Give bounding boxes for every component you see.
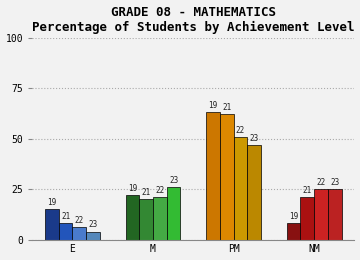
Bar bbox=[59, 223, 72, 239]
Bar bbox=[301, 197, 314, 239]
Text: 19: 19 bbox=[289, 212, 298, 222]
Bar bbox=[328, 189, 342, 239]
Text: 21: 21 bbox=[222, 103, 231, 112]
Text: 19: 19 bbox=[128, 184, 137, 193]
Bar bbox=[234, 136, 247, 239]
Text: 22: 22 bbox=[75, 216, 84, 225]
Text: 23: 23 bbox=[89, 220, 98, 230]
Bar bbox=[139, 199, 153, 239]
Bar bbox=[86, 231, 100, 239]
Text: 21: 21 bbox=[61, 212, 70, 222]
Bar bbox=[287, 223, 301, 239]
Text: 19: 19 bbox=[208, 101, 218, 110]
Text: 21: 21 bbox=[141, 188, 151, 197]
Text: 22: 22 bbox=[236, 126, 245, 134]
Text: 23: 23 bbox=[249, 134, 259, 143]
Title: GRADE 08 - MATHEMATICS
Percentage of Students by Achievement Level: GRADE 08 - MATHEMATICS Percentage of Stu… bbox=[32, 5, 355, 34]
Bar bbox=[126, 195, 139, 239]
Bar bbox=[247, 145, 261, 239]
Bar bbox=[153, 197, 167, 239]
Bar bbox=[167, 187, 180, 239]
Bar bbox=[314, 189, 328, 239]
Text: 23: 23 bbox=[330, 178, 339, 187]
Bar bbox=[72, 228, 86, 239]
Text: 22: 22 bbox=[155, 186, 165, 195]
Text: 19: 19 bbox=[47, 198, 57, 207]
Text: 23: 23 bbox=[169, 176, 178, 185]
Bar bbox=[220, 114, 234, 239]
Bar bbox=[45, 209, 59, 239]
Text: 22: 22 bbox=[316, 178, 326, 187]
Text: 21: 21 bbox=[303, 186, 312, 195]
Bar bbox=[206, 112, 220, 239]
